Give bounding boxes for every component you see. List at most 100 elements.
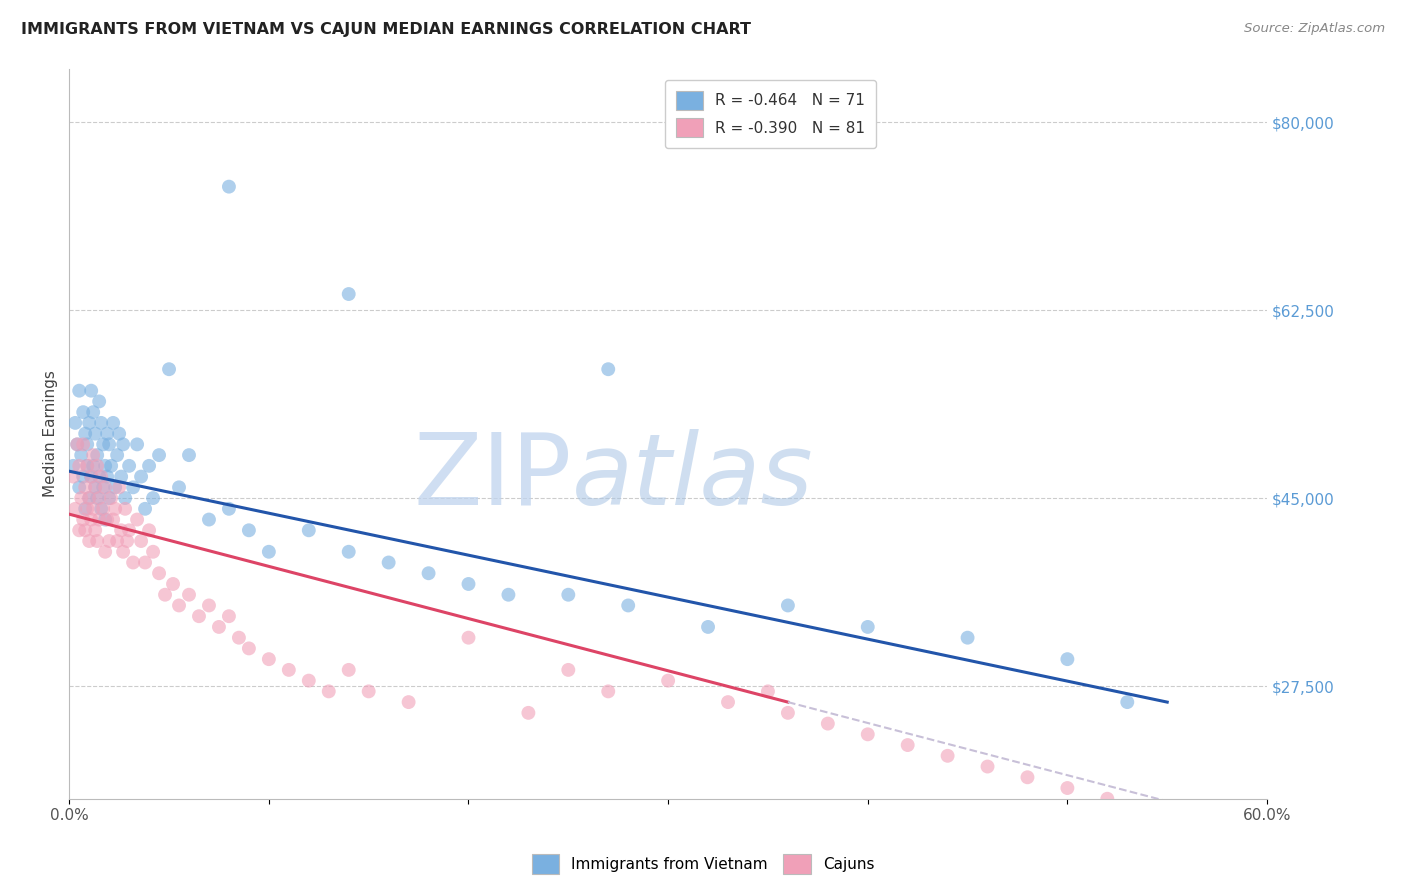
Point	[134, 556, 156, 570]
Point	[75, 480, 97, 494]
Point	[101, 416, 124, 430]
Legend: R = -0.464   N = 71, R = -0.390   N = 81: R = -0.464 N = 71, R = -0.390 N = 81	[665, 79, 876, 148]
Point	[82, 458, 104, 473]
Point	[80, 384, 103, 398]
Point	[756, 684, 779, 698]
Point	[77, 491, 100, 505]
Point	[856, 620, 879, 634]
Point	[115, 534, 138, 549]
Point	[218, 609, 240, 624]
Point	[94, 480, 117, 494]
Point	[127, 437, 149, 451]
Point	[936, 748, 959, 763]
Point	[118, 523, 141, 537]
Point	[134, 501, 156, 516]
Point	[62, 469, 84, 483]
Point	[91, 480, 114, 494]
Point	[498, 588, 520, 602]
Point	[70, 491, 93, 505]
Point	[82, 448, 104, 462]
Point	[96, 469, 118, 483]
Point	[110, 523, 132, 537]
Point	[72, 405, 94, 419]
Point	[377, 556, 399, 570]
Point	[77, 491, 100, 505]
Point	[96, 426, 118, 441]
Point	[598, 362, 620, 376]
Point	[76, 501, 98, 516]
Point	[167, 480, 190, 494]
Point	[357, 684, 380, 698]
Point	[66, 437, 89, 451]
Point	[517, 706, 540, 720]
Point	[66, 437, 89, 451]
Point	[138, 523, 160, 537]
Point	[856, 727, 879, 741]
Point	[956, 631, 979, 645]
Point	[218, 179, 240, 194]
Point	[86, 448, 108, 462]
Point	[122, 480, 145, 494]
Point	[157, 362, 180, 376]
Point	[70, 448, 93, 462]
Text: IMMIGRANTS FROM VIETNAM VS CAJUN MEDIAN EARNINGS CORRELATION CHART: IMMIGRANTS FROM VIETNAM VS CAJUN MEDIAN …	[21, 22, 751, 37]
Point	[557, 663, 579, 677]
Point	[148, 448, 170, 462]
Point	[114, 501, 136, 516]
Point	[86, 534, 108, 549]
Point	[77, 534, 100, 549]
Point	[84, 480, 107, 494]
Point	[257, 545, 280, 559]
Point	[91, 501, 114, 516]
Point	[75, 501, 97, 516]
Point	[598, 684, 620, 698]
Point	[110, 469, 132, 483]
Point	[98, 534, 121, 549]
Point	[86, 491, 108, 505]
Legend: Immigrants from Vietnam, Cajuns: Immigrants from Vietnam, Cajuns	[526, 848, 880, 880]
Point	[148, 566, 170, 581]
Point	[90, 501, 112, 516]
Point	[104, 501, 127, 516]
Point	[817, 716, 839, 731]
Point	[94, 458, 117, 473]
Point	[80, 512, 103, 526]
Point	[63, 416, 86, 430]
Point	[897, 738, 920, 752]
Point	[177, 448, 200, 462]
Point	[142, 491, 165, 505]
Point	[72, 512, 94, 526]
Point	[67, 384, 90, 398]
Point	[80, 469, 103, 483]
Point	[91, 437, 114, 451]
Point	[76, 458, 98, 473]
Point	[177, 588, 200, 602]
Point	[418, 566, 440, 581]
Point	[657, 673, 679, 688]
Point	[84, 480, 107, 494]
Text: atlas: atlas	[572, 429, 814, 526]
Point	[238, 523, 260, 537]
Point	[77, 416, 100, 430]
Point	[101, 512, 124, 526]
Point	[100, 458, 122, 473]
Point	[457, 577, 479, 591]
Point	[89, 491, 111, 505]
Point	[96, 512, 118, 526]
Point	[98, 437, 121, 451]
Point	[218, 501, 240, 516]
Point	[84, 426, 107, 441]
Point	[776, 706, 799, 720]
Point	[717, 695, 740, 709]
Point	[557, 588, 579, 602]
Point	[129, 534, 152, 549]
Point	[75, 523, 97, 537]
Point	[142, 545, 165, 559]
Point	[776, 599, 799, 613]
Point	[198, 599, 221, 613]
Point	[337, 287, 360, 301]
Point	[63, 501, 86, 516]
Point	[104, 480, 127, 494]
Point	[108, 480, 131, 494]
Point	[90, 416, 112, 430]
